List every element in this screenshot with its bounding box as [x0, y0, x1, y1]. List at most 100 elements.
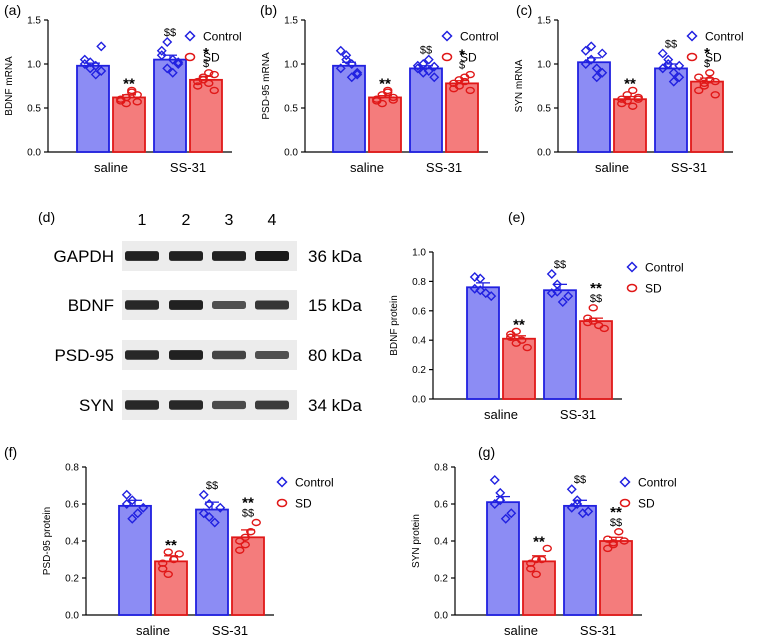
significance-dollar: $$	[420, 45, 432, 57]
bar-sd-SS-31	[579, 320, 613, 400]
data-point-sd	[517, 336, 527, 344]
legend-sd-label: SD	[645, 282, 662, 296]
data-point-sd	[454, 76, 464, 84]
data-point-control	[586, 54, 597, 65]
data-point-control	[668, 76, 679, 87]
y-tick-label: 0.5	[27, 104, 41, 115]
significance-star: **	[590, 280, 602, 297]
data-point-sd	[617, 95, 627, 103]
significance-dollar: $$	[206, 480, 218, 492]
data-point-sd	[169, 555, 179, 564]
blot-band	[255, 251, 289, 261]
significance-star: **	[379, 75, 391, 92]
data-point-control	[79, 54, 90, 65]
data-point-sd	[699, 79, 709, 88]
x-tick-label: saline	[595, 160, 629, 175]
bar-control-saline	[118, 504, 152, 616]
data-point-sd	[174, 550, 184, 558]
blot-band	[125, 400, 159, 410]
lane-label: 4	[268, 212, 277, 229]
x-tick-label: SS-31	[580, 623, 616, 638]
data-point-control	[418, 59, 429, 69]
legend-control-label: Control	[705, 30, 744, 44]
data-point-sd	[198, 73, 208, 81]
data-point-sd	[603, 544, 613, 553]
x-tick-label: saline	[136, 623, 170, 638]
bar-sd-saline	[154, 560, 188, 616]
y-tick-label: 0.2	[434, 574, 448, 585]
data-point-sd	[511, 327, 521, 336]
chart-b: (b) 0.0 0.5 1.0 1.5 PSD-95 mRNA saline ** SS-31 $…	[260, 2, 499, 175]
data-point-sd	[388, 96, 398, 104]
data-point-sd	[198, 76, 208, 84]
bar-sd-saline	[522, 560, 556, 616]
data-point-control	[167, 67, 178, 78]
y-tick-label: 0.0	[537, 148, 551, 159]
molecular-weight-label: 15 kDa	[308, 296, 362, 315]
data-point-sd	[608, 539, 618, 547]
molecular-weight-label: 80 kDa	[308, 346, 362, 365]
data-point-sd	[614, 528, 624, 536]
blot-band	[255, 351, 289, 359]
data-point-control	[96, 41, 107, 52]
x-tick-label: saline	[504, 623, 538, 638]
data-point-control	[173, 57, 184, 68]
protein-label: PSD-95	[54, 346, 114, 365]
data-point-control	[674, 72, 685, 83]
blot-band	[125, 350, 159, 360]
y-tick-label: 0.8	[434, 463, 448, 474]
y-tick-label: 0.0	[284, 148, 298, 159]
blot-row-psd-95: PSD-95 80 kDa	[54, 340, 362, 370]
legend-control-marker	[619, 476, 631, 488]
data-point-control	[663, 54, 674, 65]
data-point-control	[335, 63, 346, 74]
data-point-sd	[163, 548, 173, 556]
data-point-control	[506, 508, 517, 519]
panel-label: (d)	[38, 209, 55, 225]
y-tick-label: 0.2	[65, 574, 79, 585]
protein-label: BDNF	[68, 296, 114, 315]
bar-sd-saline	[613, 98, 647, 153]
data-point-sd	[235, 546, 245, 554]
y-tick-label: 0.8	[412, 277, 426, 288]
panel-label: (e)	[508, 209, 525, 225]
data-point-control	[198, 508, 209, 519]
y-tick-label: 1.0	[537, 60, 551, 71]
y-tick-label: 1.0	[284, 60, 298, 71]
data-point-control	[597, 48, 608, 59]
data-point-sd	[163, 570, 173, 578]
data-point-sd	[235, 537, 245, 545]
x-tick-label: SS-31	[671, 160, 707, 175]
data-point-control	[657, 63, 668, 74]
data-point-control	[162, 63, 173, 74]
blot-band	[212, 400, 246, 410]
panel-label: (g)	[478, 444, 495, 460]
data-point-sd	[588, 317, 598, 325]
x-tick-label: SS-31	[560, 407, 596, 422]
data-point-control	[198, 489, 209, 500]
legend-sd-label: SD	[638, 497, 655, 511]
significance-dollar: $$	[590, 293, 602, 305]
y-tick-label: 1.5	[537, 16, 551, 27]
y-axis-label: PSD-95 protein	[42, 507, 53, 575]
significance-star: *	[704, 45, 710, 62]
x-tick-label: SS-31	[170, 160, 206, 175]
data-point-sd	[583, 318, 593, 327]
y-tick-label: 0.4	[412, 336, 426, 347]
data-point-control	[552, 286, 563, 297]
y-tick-label: 0.0	[412, 395, 426, 406]
data-point-sd	[127, 88, 137, 96]
data-point-control	[591, 72, 602, 83]
data-point-control	[423, 54, 434, 65]
data-point-control	[346, 59, 357, 69]
data-point-sd	[204, 69, 214, 77]
legend-sd-marker	[626, 283, 638, 293]
y-tick-label: 1.0	[27, 60, 41, 71]
y-axis-label: SYN mRNA	[514, 59, 525, 112]
data-point-control	[167, 54, 178, 65]
legend-control-label: Control	[645, 261, 684, 275]
data-point-sd	[209, 86, 219, 95]
